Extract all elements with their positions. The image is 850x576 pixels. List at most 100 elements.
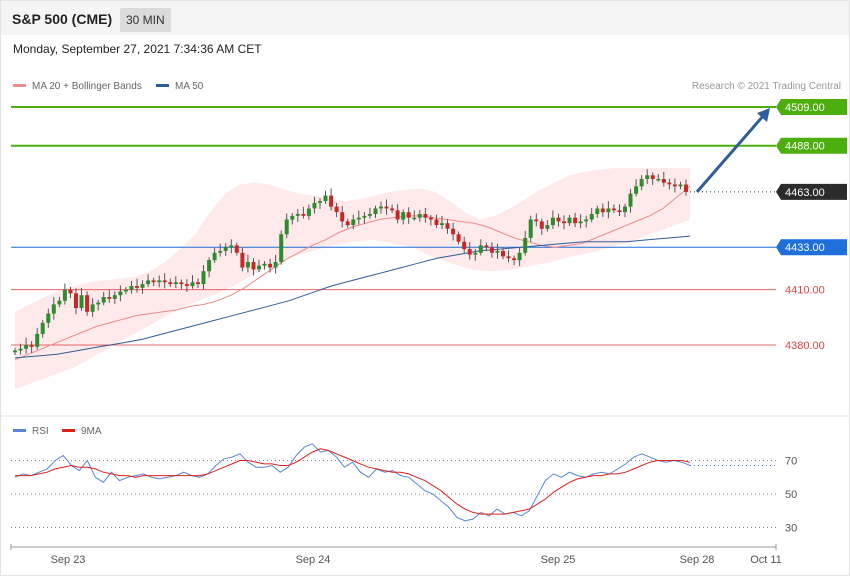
candle-body bbox=[146, 280, 151, 285]
legend-label: MA 50 bbox=[175, 81, 204, 92]
candle-body bbox=[639, 179, 644, 187]
candle-body bbox=[262, 263, 267, 266]
candle-body bbox=[318, 201, 322, 203]
candle-body bbox=[539, 221, 544, 229]
candle-body bbox=[101, 297, 106, 303]
level-tag bbox=[776, 183, 847, 200]
candle-body bbox=[96, 302, 101, 305]
forecast-arrow-shaft bbox=[695, 114, 766, 193]
candle-body bbox=[367, 214, 372, 216]
candle-body bbox=[112, 295, 117, 299]
candle-body bbox=[390, 208, 395, 211]
candle-body bbox=[201, 271, 206, 285]
candle-body bbox=[57, 300, 62, 305]
candle-body bbox=[273, 262, 278, 268]
candle-body bbox=[218, 250, 223, 253]
candle-body bbox=[484, 245, 489, 248]
candle-body bbox=[412, 217, 417, 220]
candle-body bbox=[312, 202, 317, 209]
time-axis-label: Oct 11 bbox=[750, 554, 782, 566]
time-axis-label: Sep 24 bbox=[296, 554, 331, 566]
candle-body bbox=[473, 252, 478, 255]
timeframe-badge[interactable]: 30 MIN bbox=[120, 8, 171, 32]
candle-body bbox=[13, 350, 17, 353]
rsi-tick-30: 30 bbox=[785, 523, 797, 535]
candle-body bbox=[345, 221, 350, 226]
candle-body bbox=[301, 214, 306, 216]
rsi-tick-50: 50 bbox=[785, 489, 797, 501]
candle-body bbox=[62, 289, 67, 301]
level-label-4509.00: 4509.00 bbox=[776, 99, 847, 115]
candle-body bbox=[46, 313, 51, 323]
candle-body bbox=[129, 286, 134, 290]
candle-body bbox=[184, 284, 189, 286]
candle-body bbox=[323, 195, 328, 202]
candle-body bbox=[567, 217, 572, 224]
candle-body bbox=[118, 291, 123, 296]
candle-body bbox=[512, 258, 517, 261]
legend-item-ma50: MA 50 bbox=[156, 81, 203, 92]
candle-body bbox=[478, 245, 483, 253]
candle-body bbox=[556, 217, 561, 222]
candle-body bbox=[445, 223, 450, 229]
candle-body bbox=[168, 282, 173, 285]
candle-body bbox=[295, 214, 300, 216]
candle-body bbox=[306, 208, 311, 216]
candle-body bbox=[501, 250, 505, 257]
candle-body bbox=[534, 219, 539, 222]
level-value: 4509.00 bbox=[785, 102, 825, 114]
candle-body bbox=[545, 225, 550, 229]
legend-item-rsi: RSI bbox=[13, 426, 49, 437]
candle-body bbox=[234, 245, 239, 253]
candle-body bbox=[151, 280, 156, 283]
candle-body bbox=[406, 212, 411, 218]
candle-body bbox=[179, 282, 184, 285]
instrument-title: S&P 500 (CME) bbox=[12, 11, 113, 27]
candle-body bbox=[379, 206, 383, 209]
candle-body bbox=[611, 208, 616, 211]
candle-body bbox=[279, 234, 284, 262]
candle-body bbox=[196, 282, 200, 285]
chart-header: S&P 500 (CME) 30 MIN bbox=[1, 1, 849, 35]
candle-body bbox=[650, 175, 655, 179]
candle-body bbox=[440, 223, 444, 225]
candle-body bbox=[584, 219, 589, 222]
candle-body bbox=[74, 293, 78, 309]
candle-body bbox=[495, 250, 500, 253]
candle-body bbox=[401, 212, 406, 220]
forecast-arrow-head bbox=[757, 108, 770, 122]
candle-body bbox=[606, 208, 611, 213]
candle-body bbox=[678, 184, 683, 187]
candle-body bbox=[229, 245, 234, 248]
candle-body bbox=[268, 263, 273, 268]
legend-item-9ma: 9MA bbox=[62, 426, 102, 437]
candle-body bbox=[661, 179, 666, 183]
level-label-4488.00: 4488.00 bbox=[776, 137, 847, 154]
candle-body bbox=[623, 206, 627, 213]
candle-body bbox=[240, 252, 245, 268]
time-axis-label: Sep 28 bbox=[680, 554, 715, 566]
legend-label: RSI bbox=[32, 426, 49, 437]
candle-body bbox=[24, 345, 29, 349]
candle-body bbox=[157, 280, 162, 283]
candle-body bbox=[428, 217, 433, 220]
legend-label: MA 20 + Bollinger Bands bbox=[32, 81, 142, 92]
candle-body bbox=[340, 212, 345, 222]
candle-body bbox=[645, 175, 650, 179]
candle-body bbox=[489, 247, 494, 253]
candle-body bbox=[373, 208, 378, 214]
candle-body bbox=[85, 295, 90, 312]
candle-body bbox=[245, 262, 250, 268]
candle-body bbox=[451, 228, 456, 235]
candle-body bbox=[667, 182, 672, 185]
candle-body bbox=[107, 297, 112, 299]
chart-datetime: Monday, September 27, 2021 7:34:36 AM CE… bbox=[13, 42, 262, 56]
legend-swatch-ma50 bbox=[156, 83, 169, 87]
candle-body bbox=[135, 286, 139, 288]
copyright-notice: Research © 2021 Trading Central bbox=[691, 81, 841, 92]
level-tag bbox=[776, 137, 847, 154]
level-label-4433.00: 4433.00 bbox=[776, 239, 847, 256]
candle-body bbox=[573, 217, 578, 224]
ma20-line bbox=[14, 185, 691, 361]
